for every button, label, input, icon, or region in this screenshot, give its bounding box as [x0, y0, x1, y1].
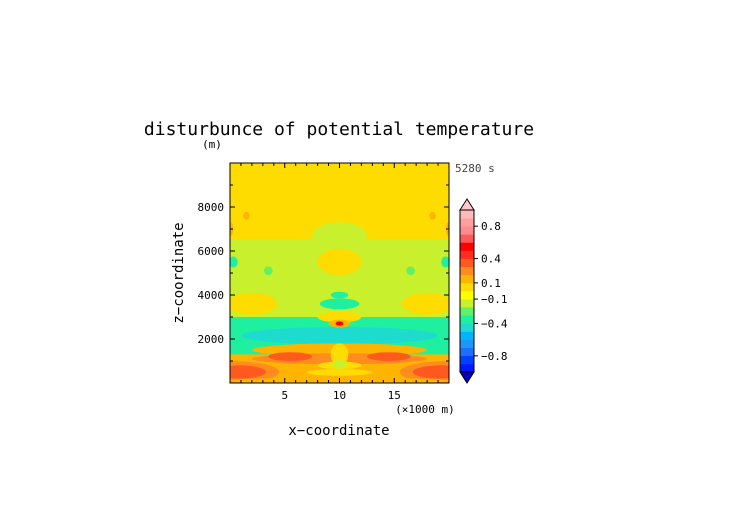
colorbar-swatch [460, 339, 474, 348]
colorbar-swatch [460, 282, 474, 292]
colorbar-tick-label: 0.4 [481, 253, 501, 266]
field-region [230, 292, 278, 315]
field-region [412, 365, 449, 379]
field-region [401, 292, 449, 315]
x-axis-label: x−coordinate [288, 423, 389, 439]
field-region [268, 352, 313, 361]
x-tick-label: 5 [281, 389, 288, 402]
field-region [230, 365, 267, 379]
field-region [230, 256, 238, 268]
colorbar-swatch [460, 299, 474, 308]
field-region [330, 291, 349, 299]
time-label: 5280 s [455, 162, 495, 175]
colorbar-under-arrow [459, 371, 475, 384]
x-axis: 5 10 15 [240, 163, 439, 402]
colorbar-swatch [460, 323, 474, 332]
x-tick-label: 10 [333, 389, 346, 402]
colorbar-swatch [460, 218, 474, 227]
colorbar-swatch [460, 210, 474, 219]
colorbar-tick-label: 0.1 [481, 277, 501, 290]
field-region [263, 266, 273, 276]
x-units-label: (×1000 m) [395, 403, 455, 416]
y-tick-label: 2000 [198, 333, 225, 346]
y-units-label: (m) [202, 138, 222, 151]
colorbar-swatch [460, 291, 474, 300]
colorbar-over-arrow [459, 198, 475, 211]
field-region [441, 256, 449, 268]
colorbar-swatch [460, 258, 474, 267]
field-region [406, 266, 416, 276]
colorbar-swatch [460, 226, 474, 235]
colorbar-swatch [460, 355, 474, 365]
field-region [240, 326, 439, 345]
colorbar-tick-label: −0.4 [481, 317, 508, 330]
colorbar-swatch [460, 363, 474, 373]
colorbar-swatch [460, 331, 474, 340]
colorbar: 0.8 0.4 0.1 −0.1 −0.4 −0.8 [459, 198, 508, 384]
colorbar-swatch [460, 307, 474, 316]
colorbar-swatch [460, 250, 474, 259]
field-region [317, 248, 362, 276]
colorbar-swatch [460, 347, 474, 357]
field-region [366, 352, 411, 361]
colorbar-swatch [460, 274, 474, 284]
colorbar-swatch [460, 234, 474, 243]
colorbar-swatch [460, 266, 474, 276]
colorbar-tick-label: −0.1 [481, 293, 508, 306]
plot-area [229, 162, 450, 384]
y-axis-label: z−coordinate [171, 222, 187, 323]
x-tick-label: 15 [388, 389, 401, 402]
colorbar-swatch [460, 242, 474, 251]
y-tick-label: 4000 [198, 289, 225, 302]
colorbar-frame [459, 209, 475, 373]
field-region [319, 298, 360, 310]
y-axis: 2000 4000 6000 8000 [198, 184, 449, 362]
colorbar-tick-label: −0.8 [481, 350, 508, 363]
field-region [306, 369, 373, 376]
field-region [243, 211, 250, 220]
field-region [331, 359, 348, 369]
field-region [317, 311, 362, 323]
colorbar-tick-label: 0.8 [481, 220, 501, 233]
y-tick-label: 8000 [198, 201, 225, 214]
chart-title: disturbunce of potential temperature [144, 119, 534, 140]
field-region [312, 222, 367, 249]
y-tick-label: 6000 [198, 245, 225, 258]
field-region [335, 321, 344, 326]
field-region [330, 343, 349, 366]
colorbar-swatch [460, 315, 474, 324]
field-region [429, 211, 436, 220]
